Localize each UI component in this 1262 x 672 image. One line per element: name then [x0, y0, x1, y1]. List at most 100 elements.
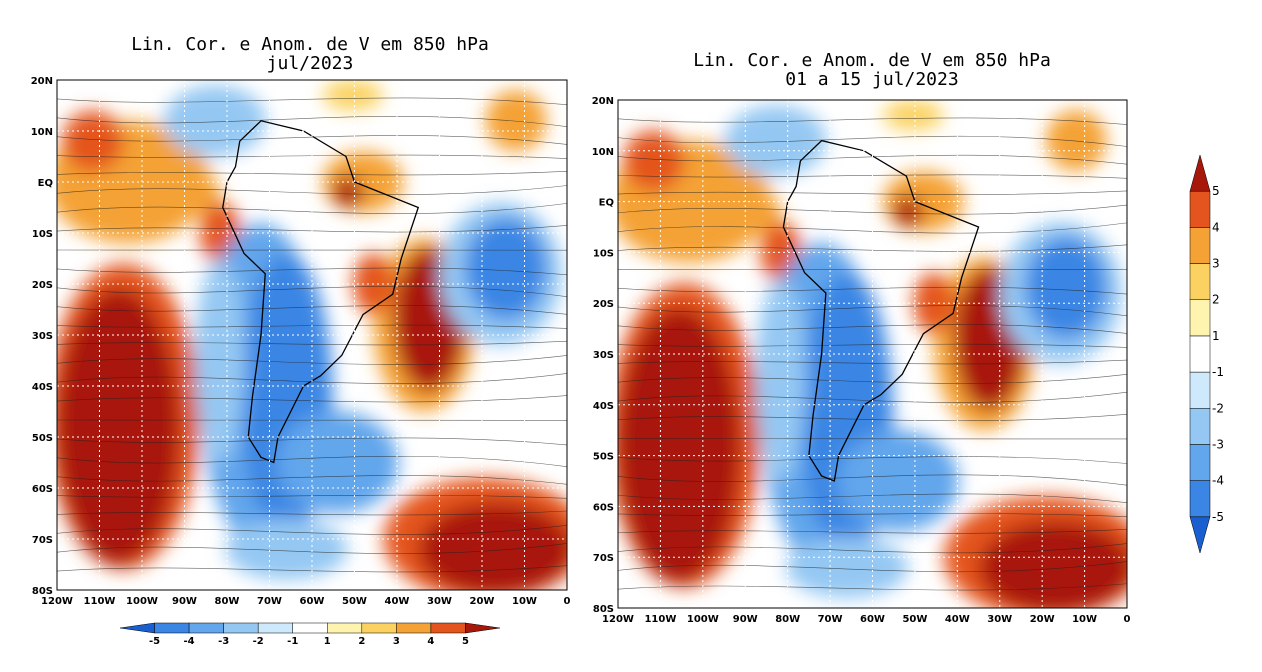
x-tick-label: 60W: [300, 596, 325, 607]
streamline: [57, 437, 567, 446]
streamline: [618, 204, 1127, 215]
colorbar-label: 2: [1212, 293, 1220, 307]
x-tick-label: 20W: [1030, 614, 1055, 625]
x-tick-label: 110W: [84, 596, 116, 607]
streamline: [57, 373, 567, 384]
colorbar-label: 4: [1212, 220, 1220, 234]
streamline: [57, 305, 567, 315]
x-tick-label: 50W: [342, 596, 367, 607]
anomaly-blob: [618, 308, 741, 583]
y-tick-label: 50S: [593, 452, 614, 463]
colorbar-label: -4: [184, 636, 195, 647]
streamline: [618, 222, 1127, 234]
x-tick-label: 120W: [41, 596, 73, 607]
x-tick-label: 30W: [427, 596, 452, 607]
streamline: [618, 543, 1127, 554]
x-tick-label: 10W: [512, 596, 537, 607]
y-tick-label: 20S: [32, 280, 53, 291]
x-tick-label: 50W: [902, 614, 927, 625]
y-tick-label: 70S: [32, 535, 53, 546]
streamline: [618, 513, 1127, 517]
streamline: [618, 391, 1127, 403]
streamline: [618, 413, 1127, 422]
streamline: [618, 456, 1127, 464]
streamline: [57, 395, 567, 403]
colorbar-cell: [1189, 190, 1211, 228]
streamline: [57, 225, 567, 233]
x-tick-label: 40W: [385, 596, 410, 607]
colorbar-label: -1: [1212, 365, 1224, 379]
colorbar-cell: [1189, 227, 1211, 264]
streamline: [57, 510, 567, 516]
map: [618, 100, 1127, 608]
colorbar-cell: [1189, 516, 1211, 554]
colorbar-label: 3: [393, 636, 400, 647]
y-tick-label: 10S: [593, 248, 614, 259]
y-tick-label: 50S: [32, 433, 53, 444]
streamline: [57, 324, 567, 329]
colorbar-cell: [1189, 263, 1211, 300]
y-tick-label: 60S: [32, 484, 53, 495]
streamline: [618, 117, 1127, 125]
streamline: [57, 355, 567, 365]
streamline: [618, 529, 1127, 534]
x-tick-label: 10W: [1072, 614, 1097, 625]
x-tick-label: 40W: [945, 614, 970, 625]
x-tick-label: 100W: [126, 596, 158, 607]
title-line: Lin. Cor. e Anom. de V em 850 hPa: [693, 50, 1051, 71]
x-tick-label: 0: [1124, 614, 1131, 625]
streamline: [57, 340, 567, 346]
x-tick-label: 120W: [602, 614, 634, 625]
streamline: [57, 286, 567, 297]
colorbar-cell: [1189, 444, 1211, 481]
colorbar-cell: [188, 622, 224, 634]
y-tick-label: 30S: [32, 331, 53, 342]
streamline: [618, 286, 1127, 295]
y-tick-label: 10N: [31, 127, 53, 138]
map-frame: [56, 79, 568, 591]
anomaly-blob: [724, 105, 827, 177]
y-tick-label: 20N: [31, 76, 53, 87]
colorbar-cell: [1189, 335, 1211, 373]
anomaly-field: [618, 100, 1127, 608]
anomaly-blob: [465, 217, 547, 320]
streamline: [57, 185, 567, 195]
streamline: [57, 475, 567, 485]
colorbar-cell: [465, 622, 501, 634]
map-frame: [617, 99, 1128, 609]
x-tick-label: 80W: [775, 614, 800, 625]
x-tick-label: 70W: [257, 596, 282, 607]
streamline: [57, 135, 567, 145]
colorbar-label: -5: [149, 636, 160, 647]
y-tick-label: 30S: [593, 350, 614, 361]
colorbar-cell: [223, 622, 259, 634]
x-tick-label: 0: [564, 596, 571, 607]
streamline: [618, 374, 1127, 384]
colorbar-label: 5: [1212, 184, 1220, 198]
streamline: [618, 493, 1127, 504]
colorbar-cell: [257, 622, 293, 634]
anomaly-blob: [785, 536, 909, 598]
x-tick-label: 90W: [733, 614, 758, 625]
y-tick-label: 20S: [593, 299, 614, 310]
streamline: [618, 343, 1127, 348]
anomaly-blob: [225, 518, 348, 580]
streamline: [618, 305, 1127, 317]
x-tick-label: 60W: [860, 614, 885, 625]
x-tick-label: 70W: [818, 614, 843, 625]
streamline: [618, 244, 1127, 252]
anomaly-blob: [419, 503, 567, 590]
x-tick-label: 80W: [215, 596, 240, 607]
streamline: [57, 565, 567, 573]
streamline: [57, 456, 567, 467]
streamline: [57, 267, 567, 276]
y-tick-label: 60S: [593, 502, 614, 513]
anomaly-blob: [623, 130, 685, 192]
y-tick-label: 70S: [593, 553, 614, 564]
streamline: [618, 154, 1127, 165]
streamline: [57, 170, 567, 176]
colorbar-label: 5: [462, 636, 469, 647]
anomaly-blob: [332, 176, 364, 208]
colorbar-cell: [1189, 371, 1211, 409]
colorbar-label: 4: [427, 636, 434, 647]
